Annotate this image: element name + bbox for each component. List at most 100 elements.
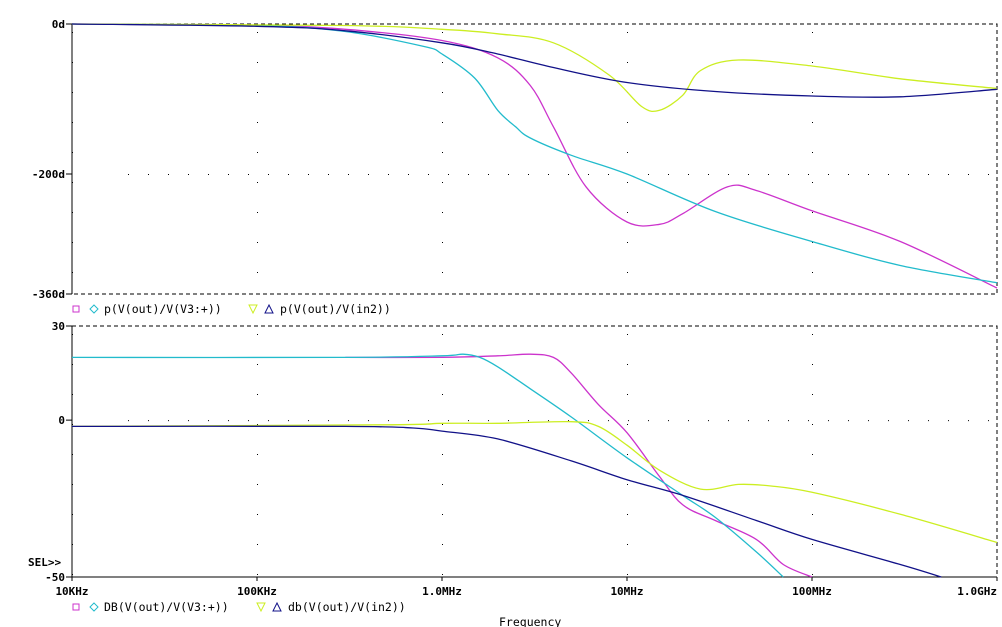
grid-dot — [968, 420, 969, 422]
grid-dot — [627, 182, 628, 183]
grid-dot — [828, 420, 829, 422]
cursor-select-label[interactable]: SEL>> — [28, 556, 61, 569]
magnitude-series-square[interactable] — [345, 353, 813, 578]
grid-dot — [72, 152, 73, 153]
phase-plot: 0d -200d -360d — [32, 18, 998, 301]
grid-dot — [442, 544, 443, 545]
grid-dot — [228, 420, 229, 422]
grid-dot — [812, 242, 813, 243]
grid-dot — [257, 242, 258, 243]
magnitude-series-group[interactable] — [71, 353, 998, 578]
grid-dot — [968, 174, 969, 175]
y-tick-label: -360d — [32, 288, 65, 301]
triangle-down-marker-icon — [256, 602, 266, 613]
grid-dot — [812, 272, 813, 273]
magnitude-legend[interactable]: DB(V(out)/V(V3:+)) db(V(out)/V(in2)) — [72, 600, 406, 614]
grid-dot — [627, 62, 628, 63]
grid-dot — [608, 174, 609, 175]
diamond-marker-icon — [89, 602, 99, 612]
grid-dot — [148, 174, 149, 175]
grid-dot — [257, 92, 258, 93]
phase-legend[interactable]: p(V(out)/V(V3:+)) p(V(out)/V(in2)) — [72, 302, 391, 316]
grid-dot — [748, 174, 749, 175]
grid-dot — [812, 92, 813, 93]
grid-dot — [72, 212, 73, 213]
grid-dot — [168, 174, 169, 175]
grid-dot — [72, 182, 73, 183]
grid-dot — [988, 174, 989, 175]
grid-dot — [442, 272, 443, 273]
grid-dot — [442, 242, 443, 243]
grid-dot — [608, 420, 609, 422]
grid-dot — [728, 174, 729, 175]
magnitude-series-diamond[interactable] — [71, 353, 784, 578]
phase-series-square[interactable] — [71, 23, 998, 289]
grid-dot — [808, 174, 809, 175]
grid-dot — [348, 420, 349, 422]
grid-dot — [812, 122, 813, 123]
grid-dot — [788, 420, 789, 422]
grid-dot — [488, 174, 489, 175]
grid-dot — [408, 174, 409, 175]
grid-dot — [568, 420, 569, 422]
grid-dot — [627, 544, 628, 545]
magnitude-series-triangle-up[interactable] — [71, 425, 942, 578]
grid-dot — [468, 174, 469, 175]
grid-dot — [668, 420, 669, 422]
grid-dot — [72, 334, 73, 335]
grid-dot — [257, 574, 258, 575]
phase-series-triangle-up[interactable] — [71, 23, 998, 98]
grid-dot — [648, 420, 649, 422]
grid-dot — [812, 544, 813, 545]
grid-dot — [248, 420, 249, 422]
grid-dot — [812, 424, 813, 425]
grid-dot — [908, 174, 909, 175]
magnitude-legend-text-2: db(V(out)/V(in2)) — [288, 600, 406, 614]
grid-dot — [442, 32, 443, 33]
grid-dot — [628, 420, 629, 422]
grid-dot — [72, 574, 73, 575]
grid-dot — [442, 454, 443, 455]
grid-dot — [428, 420, 429, 422]
magnitude-legend-text-1: DB(V(out)/V(V3:+)) — [104, 600, 229, 614]
grid-dot — [748, 420, 749, 422]
grid-dot — [72, 272, 73, 273]
phase-series-triangle-down[interactable] — [71, 23, 998, 113]
grid-dot — [627, 212, 628, 213]
grid-dot — [948, 420, 949, 422]
grid-dot — [442, 574, 443, 575]
grid-dot — [388, 174, 389, 175]
grid-dot — [442, 62, 443, 63]
grid-dot — [812, 152, 813, 153]
magnitude-grid — [72, 334, 989, 575]
grid-dot — [627, 454, 628, 455]
magnitude-series-triangle-down[interactable] — [71, 420, 998, 544]
grid-dot — [72, 394, 73, 395]
grid-dot — [627, 122, 628, 123]
phase-legend-text-2: p(V(out)/V(in2)) — [280, 302, 391, 316]
grid-dot — [812, 334, 813, 335]
x-tick-label: 10KHz — [55, 585, 88, 598]
grid-dot — [442, 364, 443, 365]
grid-dot — [328, 174, 329, 175]
phase-series-group[interactable] — [71, 23, 998, 289]
grid-dot — [848, 174, 849, 175]
grid-dot — [627, 394, 628, 395]
grid-dot — [812, 484, 813, 485]
grid-dot — [257, 62, 258, 63]
grid-dot — [627, 272, 628, 273]
triangle-down-marker-icon — [248, 304, 258, 315]
grid-dot — [257, 334, 258, 335]
grid-dot — [72, 454, 73, 455]
phase-plot-frame — [71, 23, 998, 295]
grid-dot — [788, 174, 789, 175]
grid-dot — [627, 574, 628, 575]
grid-dot — [348, 174, 349, 175]
grid-dot — [442, 424, 443, 425]
y-tick-label: -50 — [45, 571, 65, 584]
grid-dot — [257, 272, 258, 273]
grid-dot — [468, 420, 469, 422]
grid-dot — [388, 420, 389, 422]
grid-dot — [448, 174, 449, 175]
